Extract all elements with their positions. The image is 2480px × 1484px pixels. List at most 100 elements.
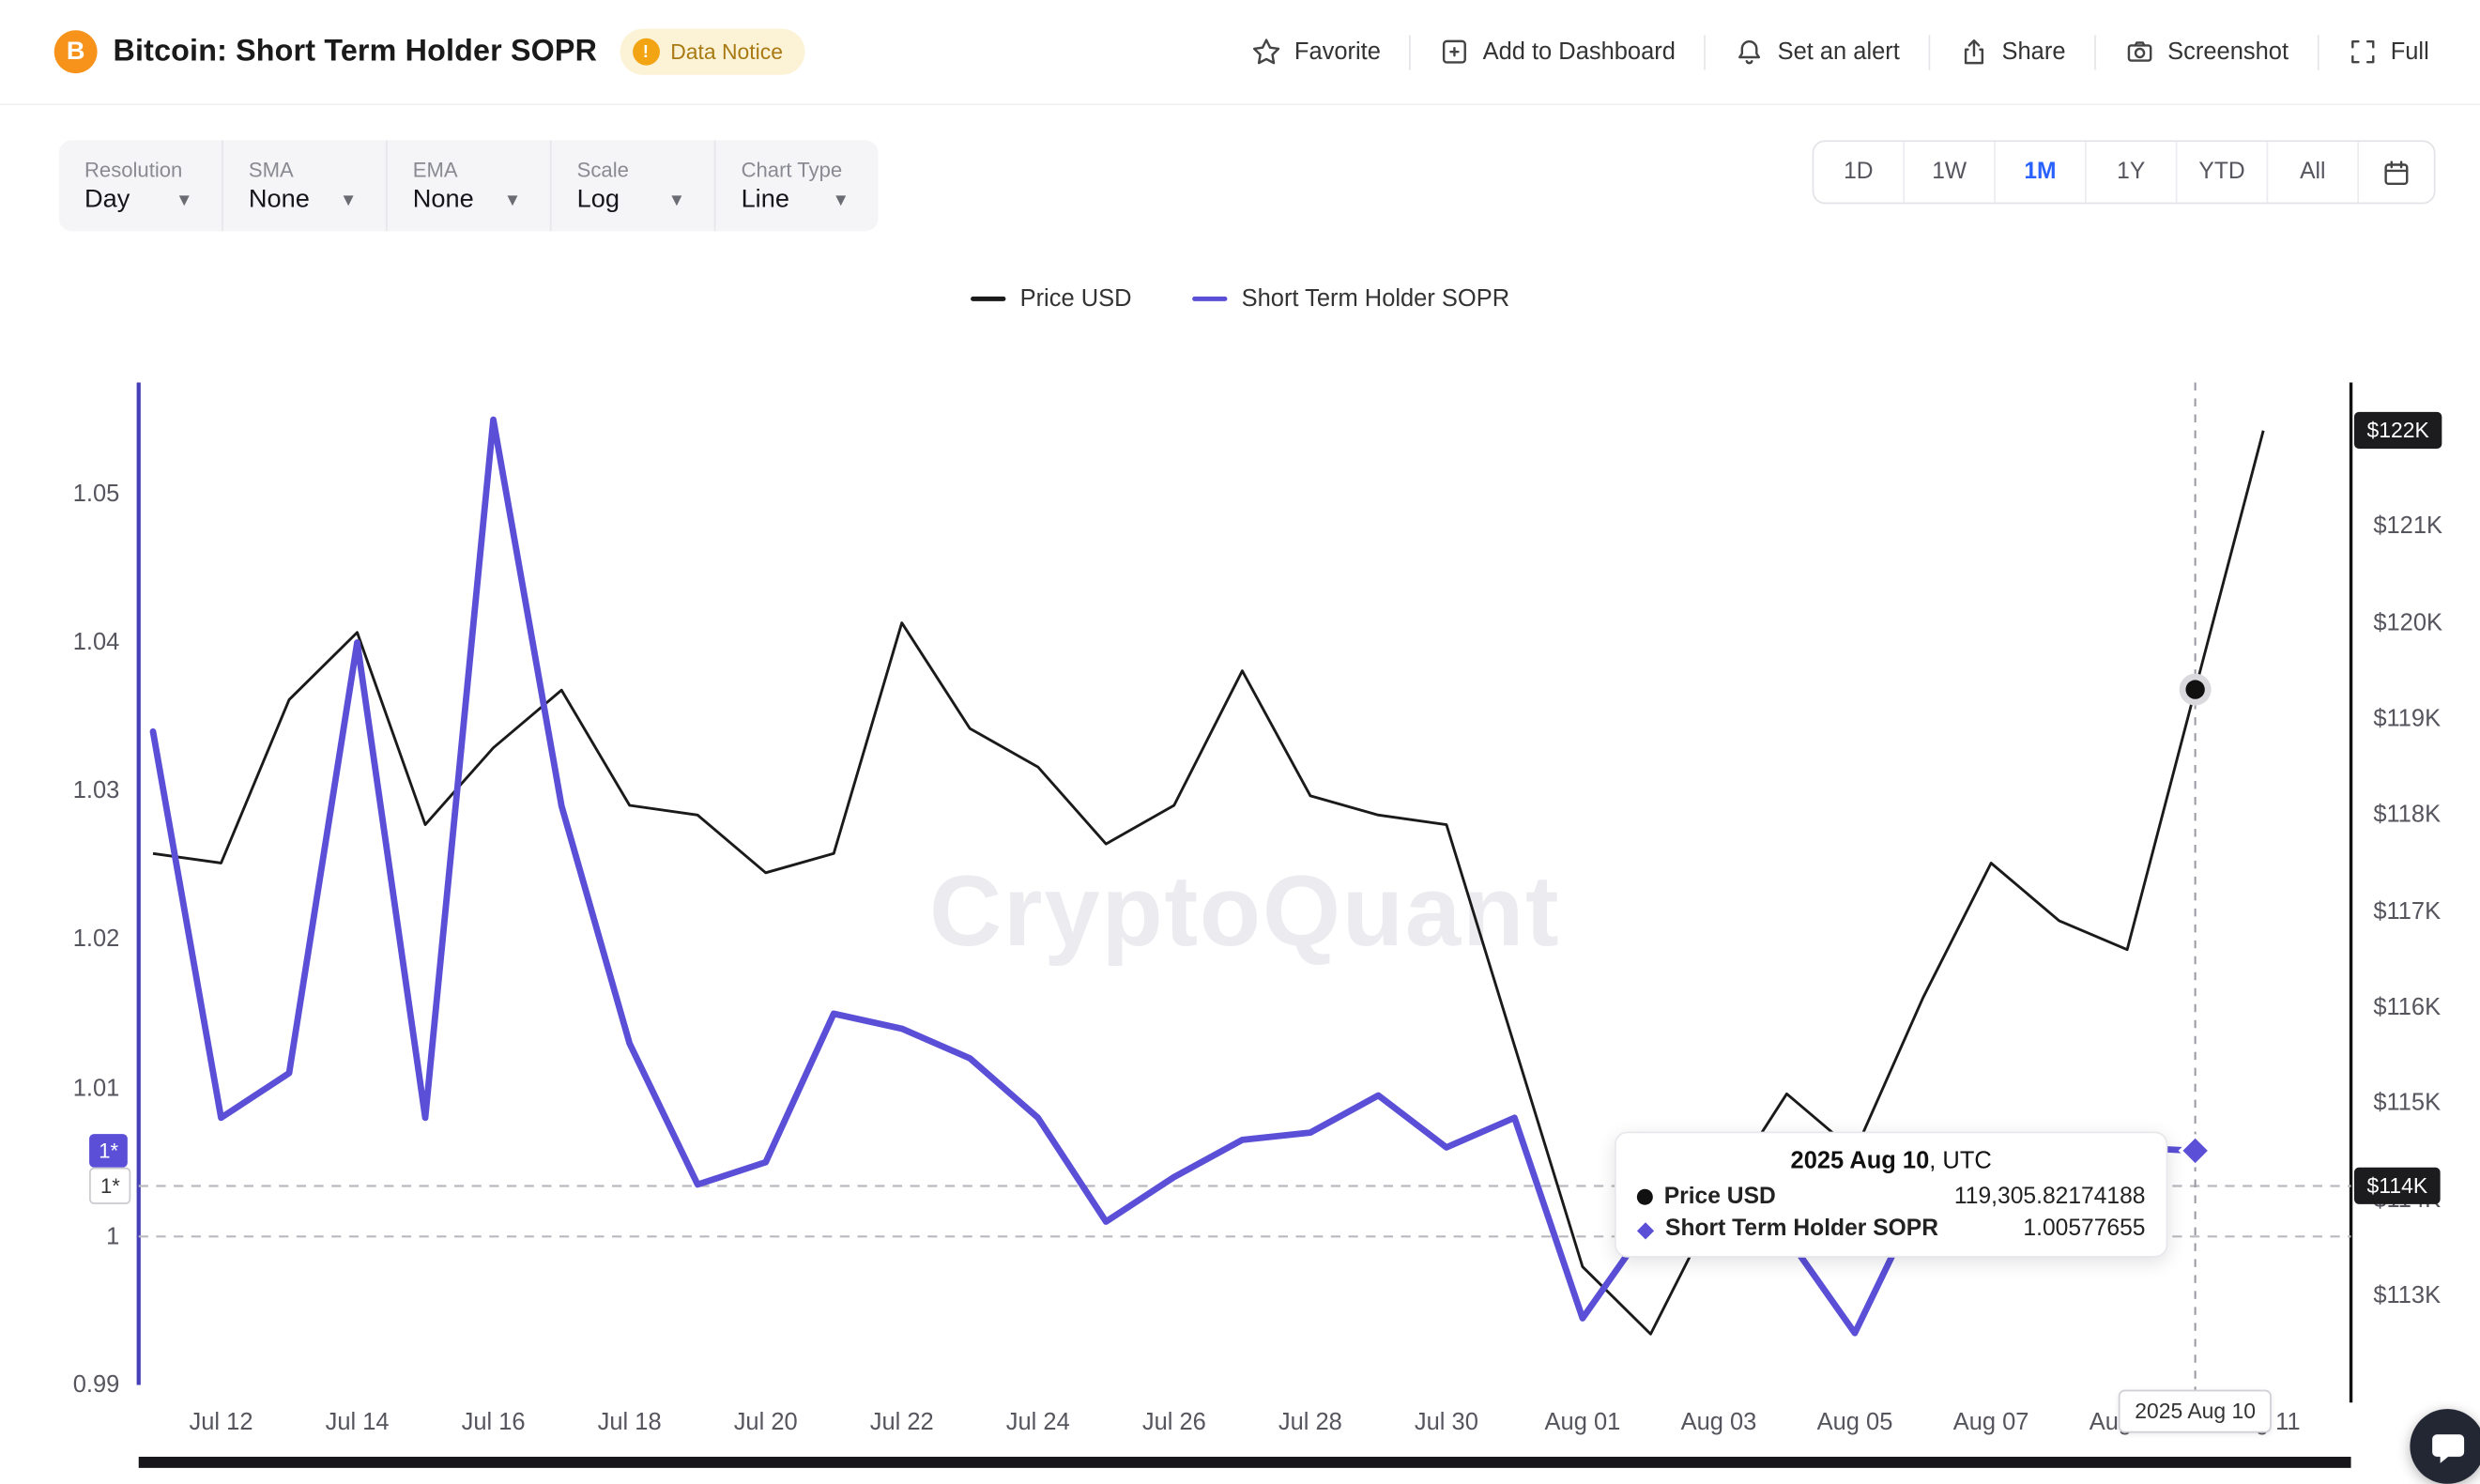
sopr-marker-icon: ◆ — [1636, 1216, 1655, 1242]
resolution-select[interactable]: Resolution Day ▼ — [59, 140, 223, 232]
left-axis-tick: 1.03 — [72, 777, 120, 805]
data-notice-label: Data Notice — [670, 39, 783, 64]
x-axis-tick: Jul 28 — [1278, 1409, 1342, 1436]
x-axis-tick: Aug 05 — [1816, 1409, 1893, 1436]
chat-widget-button[interactable] — [2410, 1409, 2480, 1484]
sma-label: SMA — [248, 158, 294, 182]
header: B Bitcoin: Short Term Holder SOPR ! Data… — [0, 0, 2480, 106]
x-axis-tick: Jul 30 — [1414, 1409, 1478, 1436]
x-axis-tick: Jul 26 — [1141, 1409, 1206, 1436]
right-axis-tick: $113K — [2373, 1281, 2442, 1309]
scale-label: Scale — [576, 158, 629, 182]
resolution-value: Day — [84, 186, 130, 214]
divider — [1409, 34, 1412, 69]
divider — [2317, 34, 2319, 69]
share-label: Share — [2001, 38, 2066, 66]
set-alert-button[interactable]: Set an alert — [1712, 23, 1922, 79]
sma-select[interactable]: SMA None ▼ — [223, 140, 388, 232]
chart-tooltip: 2025 Aug 10, UTC Price USD 119,305.82174… — [1615, 1131, 2168, 1258]
crosshair-left-axis-badge: 1* — [89, 1167, 131, 1205]
header-left: B Bitcoin: Short Term Holder SOPR ! Data… — [54, 28, 805, 75]
sopr-marker — [2178, 1133, 2212, 1168]
x-axis-tick: Aug 01 — [1544, 1409, 1621, 1436]
tooltip-title: 2025 Aug 10, UTC — [1790, 1147, 1992, 1175]
scale-value: Log — [576, 186, 620, 214]
range-all-button[interactable]: All — [2268, 142, 2360, 203]
range-ytd-button[interactable]: YTD — [2177, 142, 2269, 203]
sma-value: None — [248, 186, 310, 214]
fullscreen-label: Full — [2390, 38, 2429, 66]
price-line-swatch — [970, 296, 1006, 301]
tooltip-row-price: Price USD 119,305.82174188 — [1636, 1185, 2146, 1210]
x-axis-tick: Jul 12 — [189, 1409, 253, 1436]
range-1d-button[interactable]: 1D — [1814, 142, 1906, 203]
calendar-button[interactable] — [2359, 142, 2434, 203]
chart-controls: Resolution Day ▼ SMA None ▼ EMA None ▼ Scal… — [58, 140, 879, 232]
bitcoin-icon: B — [54, 30, 98, 74]
toolbar-row: Resolution Day ▼ SMA None ▼ EMA None ▼ Scal… — [58, 140, 2436, 232]
left-axis-tick: 1.04 — [72, 628, 120, 656]
right-axis-tick: $116K — [2373, 993, 2442, 1021]
add-to-dashboard-label: Add to Dashboard — [1482, 38, 1676, 66]
resolution-label: Resolution — [84, 158, 183, 182]
divider — [1928, 34, 1931, 69]
chart-type-label: Chart Type — [741, 158, 843, 182]
x-axis-tick: Jul 20 — [733, 1409, 798, 1436]
data-notice-badge[interactable]: ! Data Notice — [619, 28, 805, 75]
left-axis-tick: 1.01 — [72, 1074, 120, 1102]
left-axis-tick: 0.99 — [72, 1371, 120, 1399]
chat-icon — [2431, 1433, 2464, 1462]
set-alert-label: Set an alert — [1777, 38, 1900, 66]
fullscreen-button[interactable]: Full — [2325, 23, 2451, 79]
chevron-down-icon: ▼ — [339, 191, 358, 211]
bell-icon — [1738, 40, 1761, 65]
legend-item-sopr[interactable]: Short Term Holder SOPR — [1191, 285, 1509, 313]
legend-item-price[interactable]: Price USD — [970, 284, 1132, 313]
scale-select[interactable]: Scale Log ▼ — [552, 140, 716, 232]
price-marker-icon — [1636, 1188, 1653, 1205]
left-axis-tick: 1.02 — [72, 926, 120, 954]
screenshot-button[interactable]: Screenshot — [2103, 23, 2311, 79]
right-axis-tick: $121K — [2373, 513, 2442, 541]
tooltip-row-sopr: ◆ Short Term Holder SOPR 1.00577655 — [1636, 1216, 2146, 1242]
price-line — [152, 430, 2265, 1336]
x-axis-tick: Jul 24 — [1005, 1409, 1070, 1436]
warning-icon: ! — [632, 38, 660, 66]
x-axis-tick: Jul 16 — [461, 1409, 526, 1436]
range-selector: 1D 1W 1M 1Y YTD All — [1812, 140, 2436, 205]
share-button[interactable]: Share — [1937, 23, 2088, 79]
chevron-down-icon: ▼ — [175, 191, 193, 211]
x-axis-tick: Aug 03 — [1680, 1409, 1757, 1436]
chevron-down-icon: ▼ — [503, 191, 522, 211]
right-axis-tick: $115K — [2373, 1090, 2442, 1117]
camera-icon — [2127, 41, 2152, 62]
divider — [2094, 34, 2096, 69]
x-axis-tick: Jul 22 — [869, 1409, 934, 1436]
chart-type-value: Line — [741, 186, 789, 214]
divider — [1704, 34, 1707, 69]
range-1y-button[interactable]: 1Y — [2087, 142, 2178, 203]
sopr-line-swatch — [1191, 296, 1228, 301]
range-1w-button[interactable]: 1W — [1905, 142, 1996, 203]
chart-type-select[interactable]: Chart Type Line ▼ — [715, 140, 878, 231]
chevron-down-icon: ▼ — [667, 191, 686, 211]
x-axis-tick: Aug 07 — [1952, 1409, 2029, 1436]
favorite-label: Favorite — [1294, 38, 1381, 66]
left-axis-tick: 1.05 — [72, 480, 120, 508]
timeline-scrollbar[interactable] — [138, 1456, 2351, 1468]
right-axis-tick: $118K — [2373, 801, 2442, 829]
sopr-line — [149, 416, 2199, 1337]
range-1m-button[interactable]: 1M — [1996, 142, 2087, 203]
x-axis-tick: Jul 18 — [597, 1409, 662, 1436]
legend-price-label: Price USD — [1019, 284, 1132, 313]
fullscreen-icon — [2350, 40, 2375, 64]
star-icon — [1253, 38, 1280, 65]
ema-select[interactable]: EMA None ▼ — [388, 140, 552, 232]
sopr-value-axis-badge: 1* — [89, 1134, 129, 1168]
left-axis-tick: 1 — [106, 1222, 120, 1250]
favorite-button[interactable]: Favorite — [1229, 23, 1402, 79]
chart-legend: Price USD Short Term Holder SOPR — [0, 285, 2480, 313]
add-to-dashboard-button[interactable]: Add to Dashboard — [1417, 23, 1698, 79]
